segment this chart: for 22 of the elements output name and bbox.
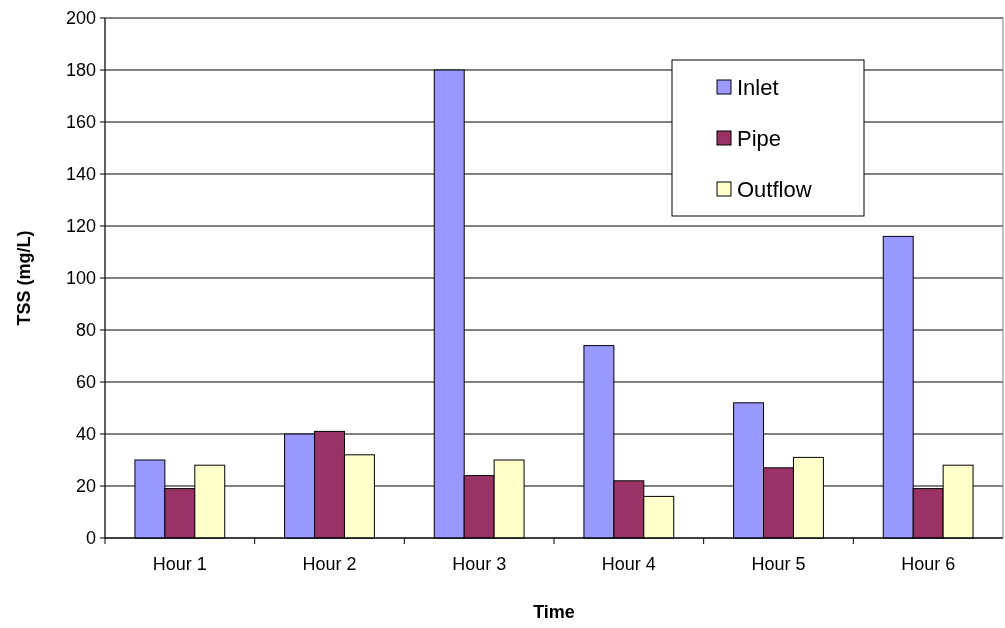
x-tick-label: Hour 3 (452, 554, 507, 574)
legend-label: Inlet (737, 74, 779, 100)
y-tick-label: 180 (65, 60, 96, 81)
y-tick-label: 100 (65, 268, 96, 289)
y-tick-label: 160 (65, 112, 96, 133)
y-axis-title: TSS (mg/L) (14, 230, 34, 326)
y-tick-label: 80 (75, 320, 96, 341)
x-tick-label: Hour 5 (751, 554, 806, 574)
x-tick-label: Hour 2 (302, 554, 357, 574)
y-tick-label: 120 (65, 216, 96, 237)
x-tick-label: Hour 1 (152, 554, 207, 574)
x-axis-title: Time (533, 602, 575, 622)
legend-label: Pipe (737, 125, 782, 151)
y-tick-label: 140 (65, 164, 96, 185)
x-tick-label: Hour 6 (901, 554, 956, 574)
y-tick-label: 0 (85, 528, 96, 549)
y-tick-label: 200 (65, 8, 96, 29)
x-tick-label: Hour 4 (601, 554, 656, 574)
legend-label: Outflow (737, 176, 812, 202)
y-tick-label: 20 (75, 476, 96, 497)
y-tick-label: 60 (75, 372, 96, 393)
y-tick-label: 40 (75, 424, 96, 445)
